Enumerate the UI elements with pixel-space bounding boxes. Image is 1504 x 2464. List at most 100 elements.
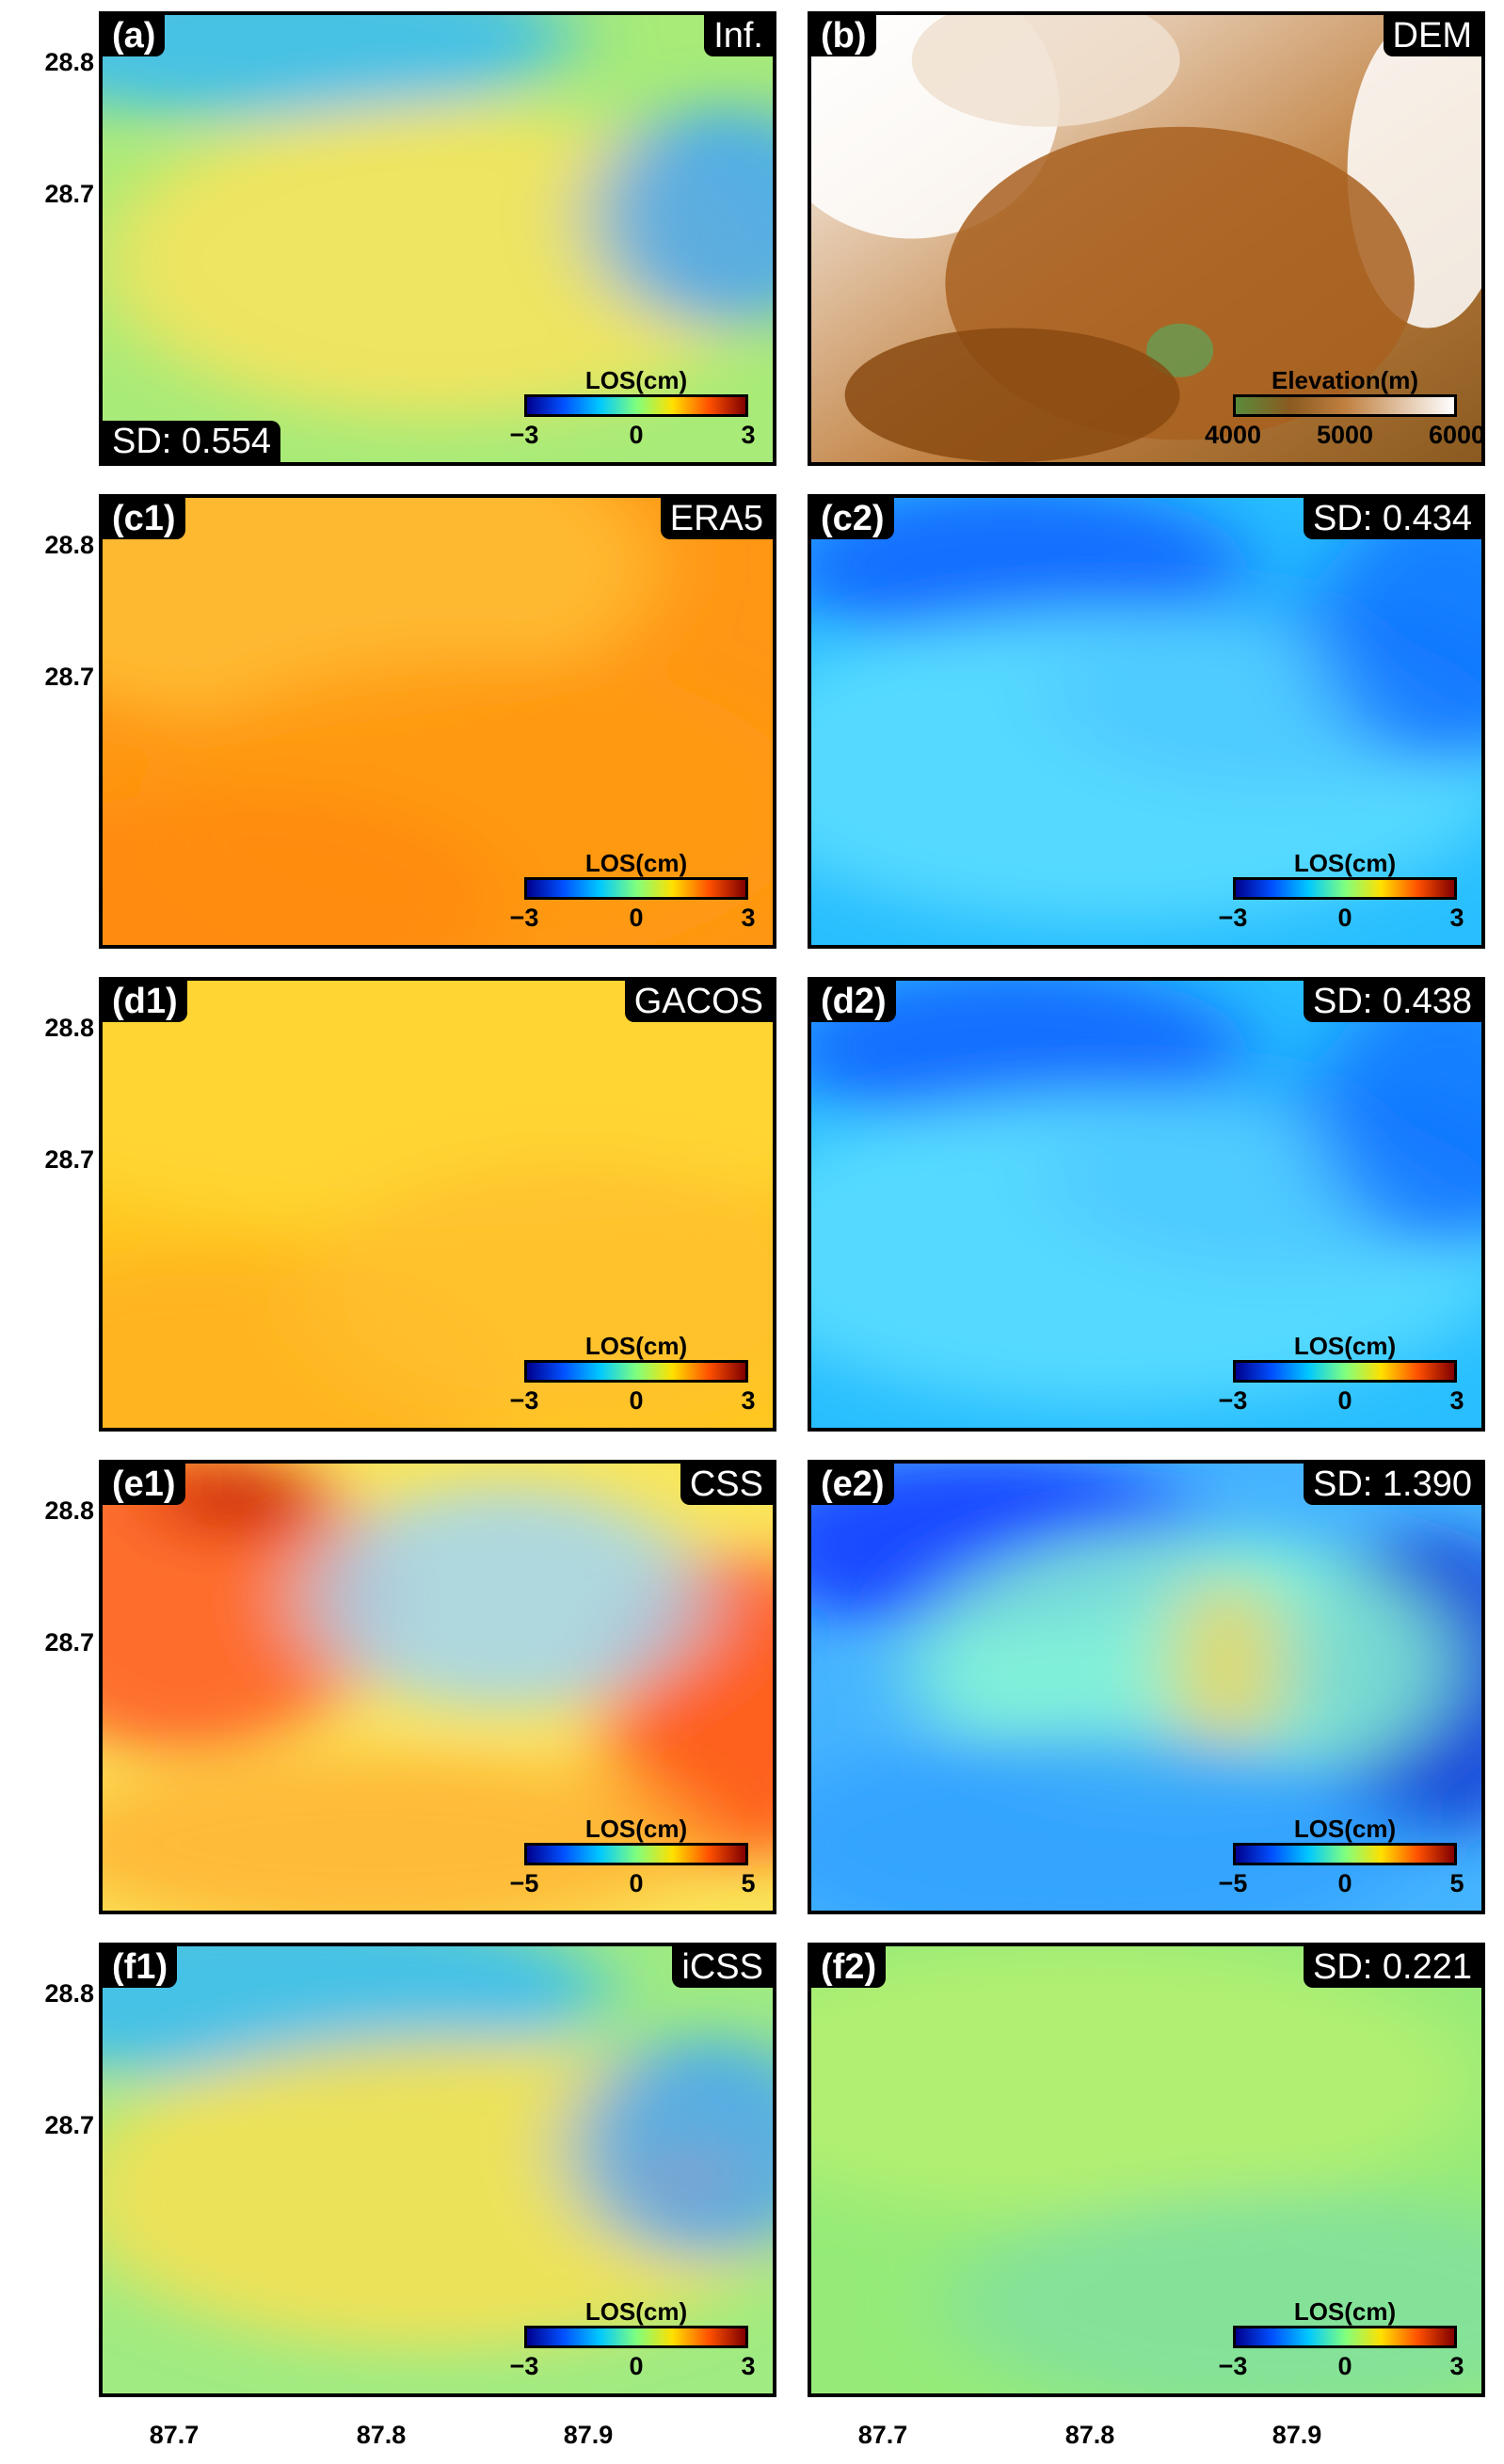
colorbar-tick-label: −3: [1218, 2352, 1248, 2380]
map-field: [811, 1464, 1481, 1911]
map-panel-c1: (c1) ERA5 LOS(cm) −3 0 3: [99, 494, 776, 949]
map-field: [103, 498, 773, 945]
colorbar-tick-label: 0: [629, 1869, 644, 1897]
panel-label: (f1): [103, 1946, 178, 1988]
panel-title: SD: 0.438: [1304, 981, 1481, 1022]
colorbar-gradient: [524, 1843, 748, 1865]
map-panel-d2: (d2) SD: 0.438 LOS(cm) −3 0 3: [808, 977, 1485, 1432]
map-field: [103, 1946, 773, 2393]
y-tick-label: 28.7: [44, 1145, 94, 1174]
colorbar-gradient: [1233, 1360, 1457, 1383]
colorbar-tick-label: −3: [509, 904, 539, 932]
map-panel-f1: (f1) iCSS LOS(cm) −3 0 3: [99, 1943, 776, 2397]
colorbar-gradient: [1233, 2326, 1457, 2348]
y-tick-label: 28.8: [44, 48, 94, 76]
colorbar-gradient: [1233, 1843, 1457, 1865]
colorbar-tick-label: 5000: [1316, 421, 1374, 449]
panel-title: SD: 1.390: [1304, 1464, 1481, 1505]
colorbar-title: LOS(cm): [1293, 1332, 1397, 1360]
colorbar-title: LOS(cm): [584, 849, 688, 877]
map-panel-f2: (f2) SD: 0.221 LOS(cm) −3 0 3: [808, 1943, 1485, 2397]
colorbar: LOS(cm) −3 0 3: [510, 1332, 756, 1422]
colorbar-title: LOS(cm): [1293, 1815, 1397, 1843]
colorbar-title: LOS(cm): [584, 2297, 688, 2326]
colorbar: LOS(cm) −3 0 3: [510, 2297, 756, 2388]
colorbar-gradient: [524, 2326, 748, 2348]
map-panel-a: (a) Inf. SD: 0.554 LOS(cm) −3 0 3: [99, 11, 776, 466]
map-panel-e1: (e1) CSS LOS(cm) −5 0 5: [99, 1460, 776, 1914]
colorbar-tick-label: 3: [1449, 904, 1464, 932]
colorbar-tick-label: 3: [741, 421, 756, 449]
panel-title: SD: 0.221: [1304, 1946, 1481, 1988]
sd-value: SD: 0.554: [103, 421, 280, 462]
panel-label: (c2): [811, 498, 894, 539]
colorbar-tick-label: 4000: [1204, 421, 1262, 449]
y-tick-label: 28.8: [44, 1979, 94, 2008]
colorbar: LOS(cm) −3 0 3: [510, 849, 756, 939]
colorbar-title: Elevation(m): [1271, 366, 1419, 394]
colorbar-title: LOS(cm): [584, 366, 688, 394]
x-tick-label: 87.7: [149, 2421, 200, 2449]
map-field: [811, 15, 1481, 462]
panel-title: SD: 0.434: [1304, 498, 1481, 539]
map-panel-d1: (d1) GACOS LOS(cm) −3 0 3: [99, 977, 776, 1432]
colorbar: Elevation(m) 4000 5000 6000: [1205, 366, 1481, 456]
x-tick-label: 87.7: [857, 2421, 908, 2449]
colorbar-tick-label: 6000: [1428, 421, 1485, 449]
colorbar-tick-label: 3: [741, 2352, 756, 2380]
colorbar-gradient: [524, 1360, 748, 1383]
colorbar-tick-label: −3: [509, 421, 539, 449]
y-tick-label: 28.8: [44, 1014, 94, 1042]
colorbar-tick-label: 3: [1449, 2352, 1464, 2380]
colorbar-tick-label: 3: [741, 1386, 756, 1415]
colorbar-title: LOS(cm): [584, 1332, 688, 1360]
panel-title: iCSS: [672, 1946, 773, 1988]
panel-label: (d2): [811, 981, 896, 1022]
colorbar: LOS(cm) −5 0 5: [1219, 1815, 1464, 1905]
x-tick-label: 87.9: [1272, 2421, 1322, 2449]
colorbar-tick-label: 0: [629, 421, 644, 449]
map-panel-c2: (c2) SD: 0.434 LOS(cm) −3 0 3: [808, 494, 1485, 949]
colorbar-tick-label: 5: [1449, 1869, 1464, 1897]
colorbar-tick-label: −3: [509, 1386, 539, 1415]
colorbar: LOS(cm) −5 0 5: [510, 1815, 756, 1905]
colorbar-tick-label: 0: [1337, 1869, 1352, 1897]
colorbar-tick-label: 3: [1449, 1386, 1464, 1415]
colorbar-tick-label: 5: [741, 1869, 756, 1897]
panel-title: GACOS: [624, 981, 773, 1022]
colorbar-tick-label: 3: [741, 904, 756, 932]
panel-title: Inf.: [704, 15, 773, 56]
panel-title: ERA5: [660, 498, 773, 539]
colorbar-gradient: [524, 877, 748, 900]
colorbar-gradient: [1233, 877, 1457, 900]
y-tick-label: 28.8: [44, 531, 94, 559]
colorbar-tick-label: −5: [509, 1869, 539, 1897]
y-tick-label: 28.7: [44, 1628, 94, 1656]
panel-label: (e1): [103, 1464, 185, 1505]
colorbar-title: LOS(cm): [1293, 849, 1397, 877]
colorbar: LOS(cm) −3 0 3: [510, 366, 756, 456]
panel-label: (e2): [811, 1464, 894, 1505]
panel-title: DEM: [1383, 15, 1481, 56]
map-field: [811, 498, 1481, 945]
colorbar-gradient: [524, 394, 748, 417]
colorbar-gradient: [1233, 394, 1457, 417]
colorbar-tick-label: −5: [1218, 1869, 1248, 1897]
x-tick-label: 87.9: [563, 2421, 614, 2449]
panel-label: (f2): [811, 1946, 887, 1988]
x-tick-label: 87.8: [356, 2421, 407, 2449]
colorbar-tick-label: 0: [629, 1386, 644, 1415]
colorbar-tick-label: 0: [629, 2352, 644, 2380]
x-tick-label: 87.8: [1064, 2421, 1115, 2449]
colorbar: LOS(cm) −3 0 3: [1219, 849, 1464, 939]
y-tick-label: 28.7: [44, 2111, 94, 2139]
map-panel-e2: (e2) SD: 1.390 LOS(cm) −5 0 5: [808, 1460, 1485, 1914]
y-tick-label: 28.7: [44, 663, 94, 691]
map-field: [811, 981, 1481, 1428]
colorbar-tick-label: −3: [509, 2352, 539, 2380]
colorbar: LOS(cm) −3 0 3: [1219, 1332, 1464, 1422]
map-field: [103, 15, 773, 462]
panel-label: (d1): [103, 981, 187, 1022]
map-panel-b: (b) DEM Elevation(m) 4000 5000 6000: [808, 11, 1485, 466]
colorbar-tick-label: 0: [1337, 904, 1352, 932]
